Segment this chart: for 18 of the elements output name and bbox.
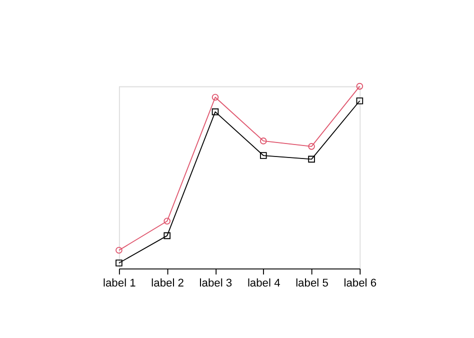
point (260, 152, 267, 159)
point (308, 156, 315, 163)
x-tick-label: label 1 (103, 278, 136, 290)
point (116, 246, 122, 254)
x-tick-label: label 5 (296, 278, 328, 290)
point (212, 94, 219, 101)
point (164, 232, 171, 240)
point (356, 97, 364, 104)
x-tick-label: label 3 (199, 278, 232, 290)
point (308, 143, 315, 150)
x-tick-label: label 2 (151, 278, 184, 290)
point (164, 218, 171, 225)
point (116, 260, 122, 266)
point (212, 108, 219, 116)
point (260, 138, 267, 144)
x-tick-label: label 4 (247, 278, 280, 290)
point (356, 82, 364, 90)
x-tick-label: label 6 (344, 278, 377, 290)
